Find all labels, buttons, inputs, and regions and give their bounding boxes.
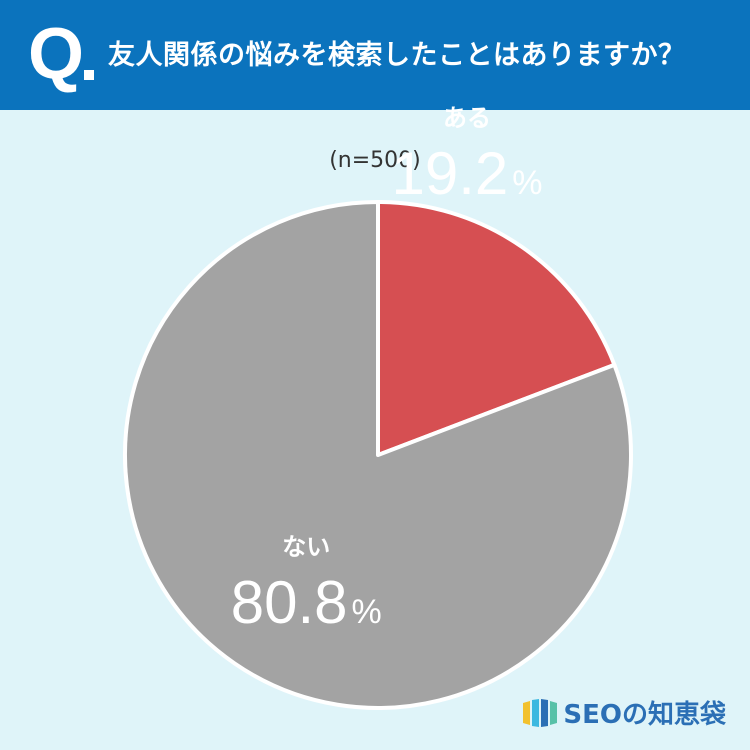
pie-slice-1: [376, 200, 617, 457]
sample-size-label: (n=500): [329, 148, 421, 173]
q-mark: Q: [28, 14, 85, 94]
pie-slice-2: [123, 200, 633, 710]
question-title: 友人関係の悩みを検索したことはありますか？: [108, 40, 686, 71]
brand-logo: SEOの知恵袋: [523, 694, 726, 730]
q-dot: [84, 70, 94, 80]
slice-value-label: 80.8%: [231, 569, 382, 636]
stripes-logo-icon: [523, 699, 558, 727]
slice-category-label: ない: [282, 533, 330, 561]
slice-category-label: ある: [443, 104, 491, 132]
brand-name: SEOの知恵袋: [563, 699, 726, 730]
header-bar: Q 友人関係の悩みを検索したことはありますか？: [0, 0, 750, 110]
slice-value-label: 19.2%: [391, 140, 542, 207]
